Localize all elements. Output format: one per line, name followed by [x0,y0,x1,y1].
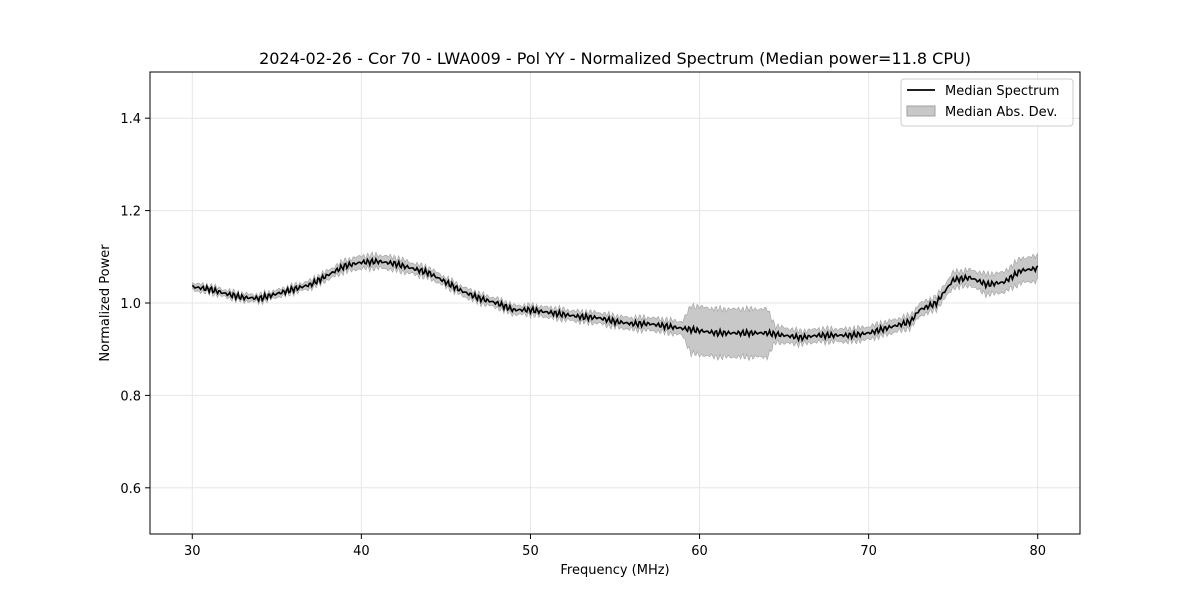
y-tick-label: 1.2 [120,205,141,220]
legend-box [900,78,1074,127]
y-tick-label: 0.6 [120,482,141,497]
y-axis-label: Normalized Power [98,244,113,362]
y-tick-label: 1.4 [120,112,141,127]
x-axis-ticks: 30 40 50 60 70 80 [184,534,1046,559]
legend-label-mad: Median Abs. Dev. [945,105,1057,120]
x-tick-label: 40 [353,544,370,559]
x-tick-label: 70 [860,544,877,559]
legend-swatch-mad [906,105,936,117]
y-axis-ticks: 0.6 0.8 1.0 1.2 1.4 [120,112,150,497]
y-tick-label: 1.0 [120,297,141,312]
y-tick-label: 0.8 [120,389,141,404]
chart-title: 2024-02-26 - Cor 70 - LWA009 - Pol YY - … [259,49,971,68]
x-tick-label: 60 [691,544,708,559]
x-axis-label: Frequency (MHz) [560,563,669,578]
legend-label-median-spectrum: Median Spectrum [945,84,1059,99]
mad-band-layer [192,251,1038,362]
mad-band [192,251,1038,362]
x-tick-label: 30 [184,544,201,559]
legend: Median Spectrum Median Abs. Dev. [900,78,1074,127]
x-tick-label: 50 [522,544,539,559]
x-tick-label: 80 [1029,544,1046,559]
median-line-layer [191,256,1039,343]
median-spectrum-line [191,256,1039,343]
